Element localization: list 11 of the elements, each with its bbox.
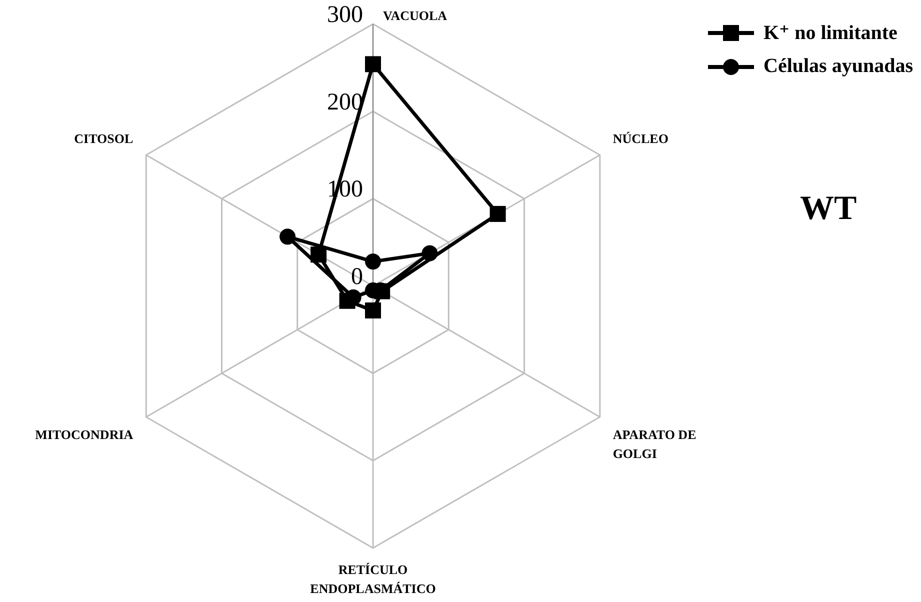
legend-label: K⁺ no limitante — [764, 21, 898, 45]
spoke-label: APARATO DE GOLGI — [612, 427, 696, 461]
spoke-label: VACUOLA — [383, 8, 448, 23]
spoke-label: MITOCONDRIA — [35, 427, 134, 442]
text: WT — [800, 190, 857, 228]
spoke-label: RETÍCULO ENDOPLASMÁTICO — [310, 562, 436, 596]
legend-label: Células ayunadas — [764, 55, 913, 78]
spoke-label: CITOSOL — [74, 131, 134, 146]
y-tick-label: 0 — [351, 264, 363, 290]
y-tick-label: 300 — [327, 2, 363, 28]
spoke-label: NÚCLEO — [612, 131, 668, 146]
